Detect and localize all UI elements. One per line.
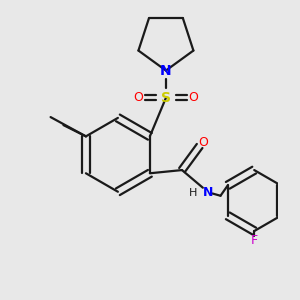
Text: F: F: [251, 234, 258, 247]
Text: S: S: [161, 91, 171, 105]
Text: H: H: [188, 188, 197, 197]
Text: O: O: [198, 136, 208, 148]
Text: O: O: [188, 91, 198, 104]
Text: O: O: [134, 91, 144, 104]
Text: N: N: [202, 186, 213, 199]
Text: N: N: [160, 64, 172, 77]
